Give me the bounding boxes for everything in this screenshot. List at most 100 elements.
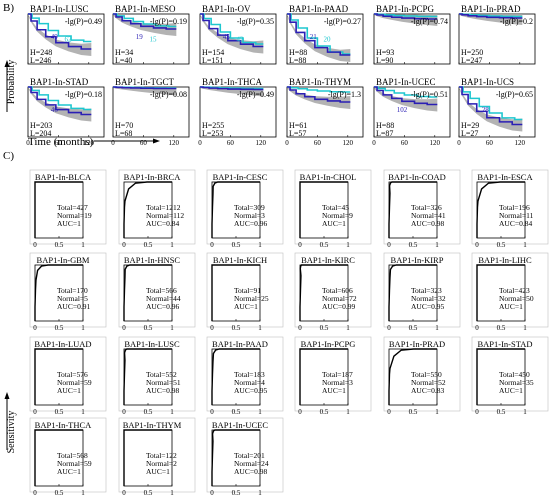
roc-tick-label: 0.5	[497, 408, 506, 416]
km-tick-label: 60	[314, 139, 322, 147]
roc-normal-label: Normal=4	[234, 378, 265, 387]
km-panel: BAP1-In-PAAD -lg(P)=0.27 21 20 H=88L=88	[286, 4, 364, 65]
roc-tick-label: 1	[346, 324, 350, 332]
roc-panel-title: BAP1-In-PCPG	[301, 339, 356, 349]
roc-panel-title: BAP1-In-UCEC	[212, 420, 269, 430]
roc-tick-label: 0.5	[320, 324, 329, 332]
roc-normal-label: Normal=3	[322, 378, 353, 387]
roc-tick-label: 0	[122, 489, 126, 497]
km-confidence-band	[459, 87, 523, 132]
roc-tick-label: 1	[523, 241, 527, 249]
roc-panel-title: BAP1-In-KICH	[213, 255, 267, 265]
roc-tick-label: 0	[33, 241, 37, 249]
roc-panel: BAP1-In-BRCA Total=1212Normal=112AUC=0.84…	[118, 169, 196, 249]
km-high-curve	[287, 86, 351, 93]
roc-tick-label: 0.5	[409, 408, 418, 416]
roc-panel-title: BAP1-In-THCA	[35, 420, 93, 430]
km-high-n: H=61	[289, 121, 307, 130]
roc-panel-title: BAP1-In-PRAD	[389, 339, 445, 349]
km-high-n: H=88	[289, 48, 307, 57]
roc-tick-label: 0	[298, 324, 302, 332]
roc-plot-frame	[211, 348, 261, 406]
roc-panel-frame	[206, 252, 284, 328]
km-panel-title: BAP1-In-MESO	[115, 4, 176, 14]
roc-total-label: Total=201	[234, 451, 265, 460]
km-count-annotation: 49	[51, 33, 59, 41]
km-tick-label: 0	[198, 139, 202, 147]
roc-normal-label: Normal=32	[411, 294, 446, 303]
roc-tick-label: 0.5	[55, 489, 64, 497]
km-count-annotation: 62	[64, 36, 72, 44]
roc-tick-label: 0.5	[320, 241, 329, 249]
roc-tick-label: 1	[435, 241, 439, 249]
roc-tick-label: 1	[523, 324, 527, 332]
roc-total-label: Total=1212	[146, 203, 181, 212]
roc-tick-label: 0.5	[497, 324, 506, 332]
roc-total-label: Total=170	[57, 286, 88, 295]
roc-tick-label: 0.5	[144, 408, 153, 416]
roc-total-label: Total=566	[146, 286, 177, 295]
roc-curve	[299, 348, 348, 405]
roc-plot-frame	[299, 348, 349, 406]
roc-plot-frame	[211, 264, 261, 322]
roc-curve	[123, 264, 172, 321]
roc-curve	[388, 264, 437, 321]
roc-tick-label: 1	[81, 241, 85, 249]
roc-normal-label: Normal=44	[146, 294, 181, 303]
km-tick-label: 120	[343, 139, 354, 147]
roc-panel-title: BAP1-In-HNSC	[124, 255, 181, 265]
km-low-curve	[287, 86, 351, 103]
km-high-n: H=70	[115, 121, 133, 130]
roc-y-axis-arrow	[4, 392, 10, 450]
km-count-annotation: 19	[136, 33, 144, 41]
roc-plot-frame	[123, 264, 173, 322]
roc-tick-label: 0	[122, 408, 126, 416]
km-confidence-band	[287, 87, 351, 109]
roc-auc-label: AUC=0.98	[234, 467, 267, 476]
roc-curve	[211, 181, 260, 238]
roc-curve	[34, 181, 83, 238]
km-lgp-label: -lg(P)=0.74	[411, 17, 448, 26]
roc-panel-title: BAP1-In-CESC	[213, 172, 268, 182]
km-high-n: H=29	[461, 121, 479, 130]
roc-tick-label: 1	[81, 489, 85, 497]
roc-panel-frame	[471, 336, 549, 412]
roc-panel-title: BAP1-In-KIRC	[301, 255, 355, 265]
roc-plot-frame	[476, 181, 526, 239]
panel-c-label: C)	[3, 150, 14, 162]
roc-curve	[34, 264, 83, 321]
roc-total-label: Total=568	[57, 451, 88, 460]
km-panel-title: BAP1-In-PRAD	[461, 4, 521, 14]
roc-tick-label: 0	[210, 241, 214, 249]
roc-tick-label: 0.5	[55, 324, 64, 332]
roc-total-label: Total=326	[411, 203, 442, 212]
km-count-annotation: 45	[223, 33, 231, 41]
km-plot-frame	[199, 86, 277, 138]
roc-tick-label: 0	[298, 408, 302, 416]
survival-x-axis-arrow	[94, 138, 160, 144]
roc-normal-label: Normal=3	[234, 211, 265, 220]
roc-normal-label: Normal=5	[57, 294, 88, 303]
km-tick-label: 120	[84, 139, 95, 147]
roc-auc-label: AUC=1	[322, 219, 346, 228]
roc-auc-label: AUC=0.84	[499, 219, 532, 228]
roc-plot-frame	[123, 348, 173, 406]
roc-plot-frame	[388, 264, 438, 322]
km-tick-label: 60	[401, 139, 409, 147]
km-high-n: H=248	[30, 48, 52, 57]
roc-tick-label: 0	[475, 241, 479, 249]
km-tick-label: 120	[256, 139, 267, 147]
km-lgp-label: -lg(P)=0.19	[150, 17, 187, 26]
roc-curve	[211, 348, 260, 405]
km-panel-title: BAP1-In-THCA	[202, 77, 262, 87]
